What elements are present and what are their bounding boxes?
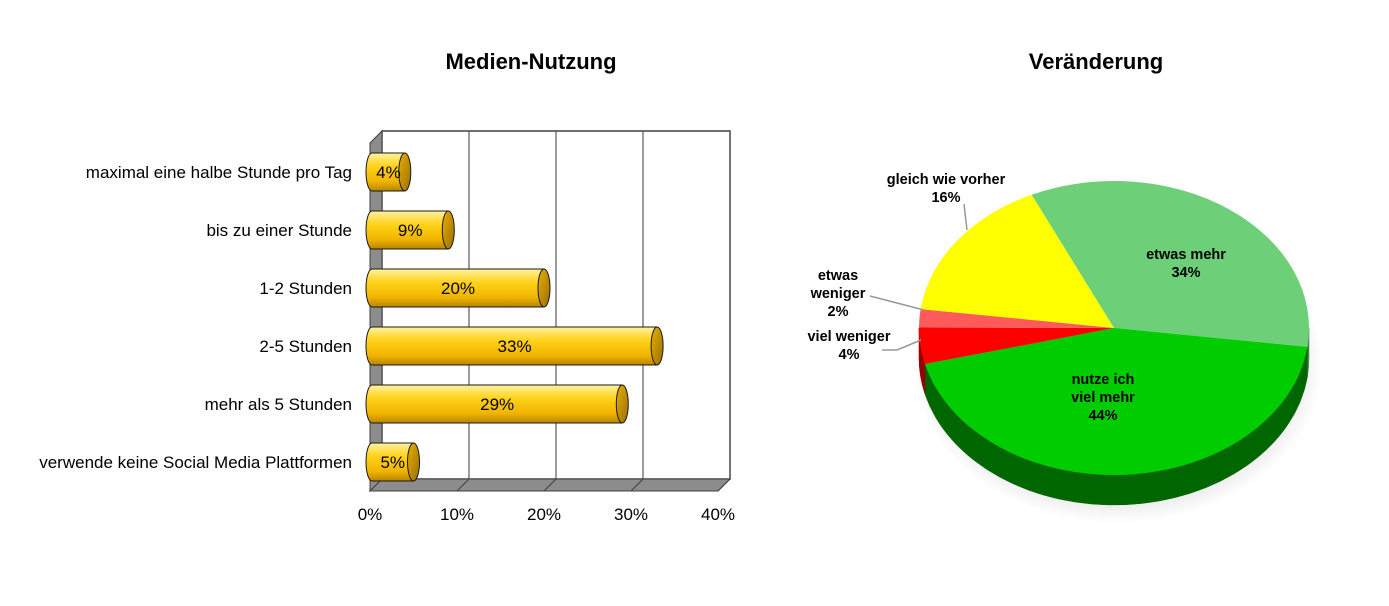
leader-line — [882, 339, 922, 351]
category-label: 1-2 Stunden — [259, 279, 352, 298]
pie-label: nutze ich viel mehr 44% — [1071, 372, 1135, 424]
bar-body — [365, 442, 414, 482]
pie-label-line: 44% — [1088, 408, 1117, 424]
pie-label-line: nutze ich — [1072, 372, 1135, 388]
pie-label-line: 34% — [1171, 265, 1200, 281]
pie-chart: Veränderung etwas mehr 34% nutze ich viel m… — [807, 49, 1323, 523]
pie-label-line: viel mehr — [1071, 390, 1135, 406]
bar-end-cap — [615, 384, 629, 424]
bar-1: 9% — [365, 210, 455, 250]
pie-slice-etwas-weniger — [919, 309, 1114, 328]
bar-end-cap — [650, 326, 664, 366]
pie-slice-labels: etwas mehr 34% nutze ich viel mehr 44% viel w… — [807, 172, 1226, 424]
bar-body — [365, 210, 449, 250]
bar-value-label: 29% — [480, 395, 514, 414]
x-tick-label: 0% — [358, 505, 383, 524]
pie-slice-gleich-wie-vorher — [920, 194, 1114, 328]
pie-label: etwas mehr 34% — [1146, 247, 1226, 281]
gridline-floor — [543, 478, 557, 492]
bar-value-label: 20% — [441, 279, 475, 298]
bar-0: 4% — [365, 152, 412, 192]
x-tick-label: 30% — [614, 505, 648, 524]
pie-label: gleich wie vorher 16% — [887, 172, 1006, 206]
gridline-floor — [717, 478, 731, 492]
pie-label-line: etwas mehr — [1146, 247, 1226, 263]
bar-series: 4% 9% 20% 33% 29% 5% — [365, 152, 664, 482]
bar-value-label: 4% — [376, 163, 401, 182]
leader-line — [963, 203, 968, 231]
leader-line — [869, 295, 925, 311]
bar-value-label: 9% — [398, 221, 423, 240]
pie-leader-lines — [869, 203, 968, 351]
bar-5: 5% — [365, 442, 420, 482]
pie-label-line: viel weniger — [807, 329, 890, 345]
pie-slice-viel-weniger — [919, 327, 1114, 365]
pie-label-line: gleich wie vorher — [887, 172, 1006, 188]
pie-label: etwas weniger 2% — [810, 268, 866, 320]
bar-chart-title: Medien-Nutzung — [445, 49, 616, 74]
pie-label-line: 16% — [931, 190, 960, 206]
pie-label-line: 2% — [828, 304, 849, 320]
category-label: bis zu einer Stunde — [206, 221, 352, 240]
bar-end-cap — [537, 268, 551, 308]
pie-slice-etwas-mehr — [1031, 181, 1309, 347]
category-label: mehr als 5 Stunden — [205, 395, 352, 414]
pie-slices — [913, 181, 1323, 523]
bar-end-cap — [441, 210, 455, 250]
pie-label-line: weniger — [810, 286, 866, 302]
x-tick-label: 40% — [701, 505, 735, 524]
pie-label-line: etwas — [818, 268, 858, 284]
bar-body — [365, 326, 658, 366]
bar-end-cap — [407, 442, 420, 482]
pie-chart-title: Veränderung — [1029, 49, 1163, 74]
bar-chart: Medien-Nutzung maximal eine halbe Stunde… — [39, 49, 735, 524]
bar-x-axis-ticks: 0% 10% 20% 30% 40% — [358, 505, 735, 524]
bar-category-labels: maximal eine halbe Stunde pro Tag bis zu … — [39, 163, 352, 472]
bar-2: 20% — [365, 268, 551, 308]
bar-value-label: 33% — [498, 337, 532, 356]
bar-body — [365, 152, 406, 192]
x-tick-label: 10% — [440, 505, 474, 524]
bar-end-cap — [398, 152, 412, 192]
bar-body — [365, 268, 545, 308]
gridline-floor — [456, 478, 470, 492]
gridline-floor — [630, 478, 644, 492]
category-label: verwende keine Social Media Plattformen — [39, 453, 352, 472]
bar-value-label: 5% — [380, 453, 405, 472]
bar-body — [365, 384, 623, 424]
bar-3: 33% — [365, 326, 664, 366]
pie-label: viel weniger 4% — [807, 329, 890, 363]
bar-4: 29% — [365, 384, 629, 424]
pie-label-line: 4% — [839, 347, 860, 363]
bar-chart-frame — [368, 129, 732, 493]
category-label: maximal eine halbe Stunde pro Tag — [86, 163, 352, 182]
category-label: 2-5 Stunden — [259, 337, 352, 356]
pie-slice-nutze-ich-viel-mehr — [924, 328, 1308, 475]
x-tick-label: 20% — [527, 505, 561, 524]
